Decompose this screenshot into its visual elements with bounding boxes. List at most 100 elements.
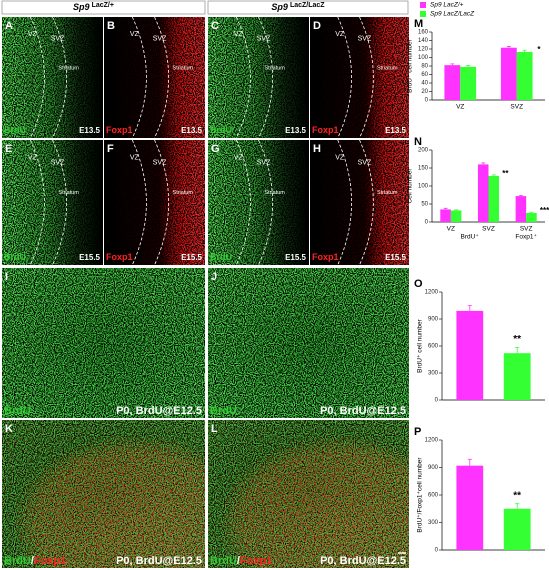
- x-tick-label: SVZ: [482, 226, 495, 233]
- y-tick-label: 150: [418, 166, 429, 172]
- y-tick-label: 300: [428, 371, 439, 377]
- texture: [208, 420, 409, 568]
- stage-label: E15.5: [285, 253, 306, 262]
- x-tick-label: VZ: [456, 104, 464, 111]
- bar: [503, 508, 531, 550]
- stage-label: E15.5: [79, 253, 100, 262]
- y-tick-label: 0: [425, 220, 429, 226]
- boundary: [29, 16, 45, 139]
- y-axis-label: BrdU⁺/Foxp1⁺cell number: [417, 457, 424, 533]
- stain-part: Foxp1: [312, 252, 339, 262]
- group-label: BrdU⁺: [461, 234, 480, 241]
- y-tick-label: 80: [421, 64, 428, 70]
- annotation: **: [502, 169, 509, 178]
- stain-part: BrdU: [4, 405, 31, 417]
- region-label: Striatum: [377, 190, 398, 196]
- header-label: Sp9 LacZ/LacZ: [271, 2, 325, 13]
- y-tick-label: 0: [435, 548, 439, 554]
- boundary: [52, 16, 68, 139]
- allele: LacZ/LacZ: [290, 2, 325, 9]
- y-tick-label: 60: [421, 72, 428, 78]
- stain-part: BrdU: [210, 405, 237, 417]
- bar: [456, 310, 484, 400]
- boundary: [359, 16, 374, 139]
- header-label: Sp9 LacZ/+: [73, 2, 114, 13]
- panel-letter: G: [211, 143, 220, 155]
- x-tick-label: VZ: [447, 226, 455, 233]
- stage-label: P0, BrdU@E12.5: [116, 555, 202, 567]
- boundary: [131, 16, 147, 139]
- texture: [2, 17, 103, 138]
- stage-label: E15.5: [385, 253, 406, 262]
- region-label: VZ: [234, 31, 244, 38]
- region-label: SVZ: [153, 159, 167, 166]
- panel-letter: F: [107, 143, 114, 155]
- texture: [208, 140, 309, 265]
- bar: [516, 51, 533, 100]
- error-bar: [515, 346, 520, 354]
- texture: [104, 17, 205, 138]
- region-label: Striatum: [264, 65, 285, 71]
- annotation: *: [537, 45, 541, 54]
- region-label: VZ: [28, 154, 38, 161]
- region-label: VZ: [130, 31, 140, 38]
- stain-label: BrdU/Foxp1: [4, 555, 66, 567]
- stain-part: Foxp1: [106, 252, 133, 262]
- bar: [503, 353, 531, 400]
- error-bar: [454, 209, 459, 211]
- error-bar: [467, 458, 472, 466]
- bar: [460, 66, 477, 100]
- error-bar: [522, 49, 527, 52]
- y-tick-label: 200: [418, 148, 429, 154]
- chart-letter: N: [414, 136, 422, 148]
- y-tick-label: 100: [418, 55, 429, 61]
- region-label: Striatum: [58, 65, 79, 71]
- y-tick-label: 1200: [425, 438, 439, 444]
- y-tick-label: 0: [425, 98, 429, 104]
- texture: [2, 420, 205, 568]
- chart-letter: M: [414, 18, 423, 30]
- error-bar: [450, 63, 455, 66]
- annotation: ***: [540, 206, 549, 215]
- stage-label: E15.5: [181, 253, 202, 262]
- gene: Sp9: [271, 2, 288, 12]
- stain-part: BrdU: [4, 252, 26, 262]
- y-tick-label: 20: [421, 89, 428, 95]
- panel-letter: H: [313, 143, 321, 155]
- y-tick-label: 900: [428, 317, 439, 323]
- legend-label: Sp9 LacZ/LacZ: [430, 11, 475, 18]
- stain-part: Foxp1: [106, 125, 133, 135]
- bar: [477, 164, 489, 222]
- y-axis-label: Cell number: [407, 168, 414, 204]
- region-label: SVZ: [257, 159, 271, 166]
- region-label: VZ: [335, 31, 345, 38]
- y-tick-label: 160: [418, 30, 429, 36]
- panel-letter: C: [211, 20, 219, 32]
- region-label: Striatum: [377, 65, 398, 71]
- gene: Sp9: [73, 2, 90, 12]
- stain-label: BrdU: [4, 252, 26, 262]
- stage-label: P0, BrdU@E12.5: [116, 405, 202, 417]
- legend-label: Sp9 LacZ/+: [430, 2, 464, 9]
- panel-letter: I: [5, 271, 8, 283]
- error-bar: [466, 65, 471, 67]
- stain-label: BrdU: [210, 125, 232, 135]
- header-box: [207, 0, 409, 15]
- boundary: [154, 16, 170, 139]
- stain-label: Foxp1: [312, 252, 339, 262]
- stain-label: BrdU/Foxp1: [210, 555, 272, 567]
- y-tick-label: 900: [428, 465, 439, 471]
- annotation: **: [513, 490, 521, 501]
- y-tick-label: 120: [418, 47, 429, 53]
- y-axis-label: BrdU⁺ cell number: [407, 38, 414, 92]
- stain-label: Foxp1: [106, 125, 133, 135]
- stain-part: BrdU: [210, 555, 237, 567]
- y-tick-label: 1200: [425, 290, 439, 296]
- texture: [310, 140, 409, 265]
- error-bar: [518, 194, 523, 197]
- legend-swatch: [420, 11, 426, 17]
- region-label: Striatum: [58, 190, 79, 196]
- bar: [488, 175, 500, 222]
